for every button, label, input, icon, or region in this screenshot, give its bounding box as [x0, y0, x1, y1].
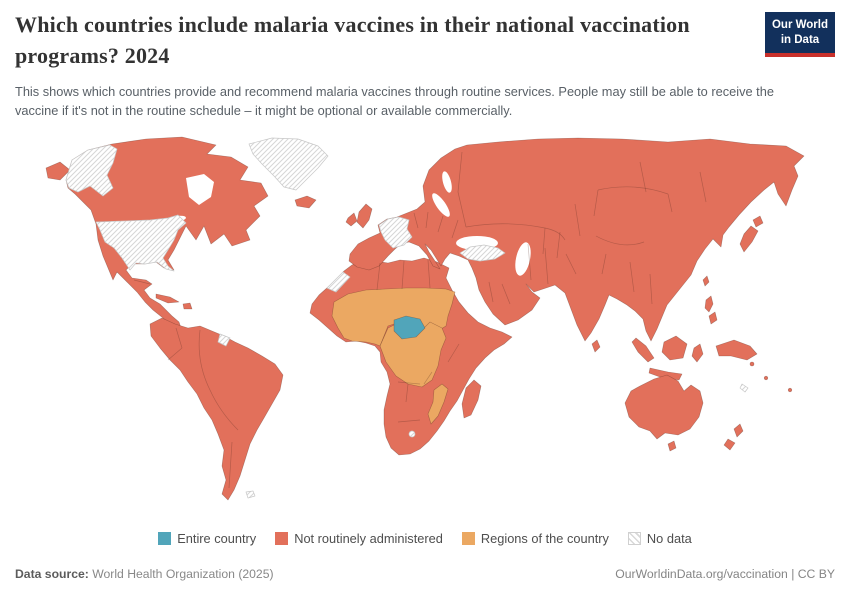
map-region-new-caledonia-no-data[interactable]	[739, 383, 749, 393]
legend-swatch-entire-country	[158, 532, 172, 545]
map-region-western-sahara-no-data[interactable]	[326, 271, 351, 293]
map-region-hispaniola[interactable]	[182, 302, 193, 310]
map-region-chukotka[interactable]	[45, 161, 71, 181]
map-region-australia[interactable]	[624, 374, 704, 440]
map-legend: Entire country Not routinely administere…	[0, 531, 850, 546]
map-region-madagascar[interactable]	[461, 379, 482, 419]
chart-footer: Data source: World Health Organization (…	[15, 567, 835, 581]
map-region-eurasia[interactable]	[348, 137, 805, 342]
hudson-bay	[186, 174, 214, 205]
map-region-taiwan[interactable]	[702, 275, 710, 287]
chart-title: Which countries include malaria vaccines…	[15, 12, 690, 68]
map-region-hokkaido[interactable]	[752, 215, 764, 228]
map-region-java[interactable]	[648, 367, 683, 381]
map-region-mozambique-regions[interactable]	[427, 383, 449, 425]
baltic-sea	[432, 193, 450, 217]
map-region-iceland[interactable]	[294, 195, 317, 209]
map-region-fiji[interactable]	[787, 387, 793, 393]
map-region-sulawesi[interactable]	[691, 343, 704, 363]
map-region-central-african-republic-entire[interactable]	[393, 315, 426, 340]
world-map	[0, 132, 850, 524]
owid-logo-line2: in Data	[780, 33, 820, 46]
chart-subtitle: This shows which countries provide and r…	[15, 83, 774, 118]
data-source: Data source: World Health Organization (…	[15, 567, 274, 581]
owid-logo-line1: Our World	[771, 19, 828, 31]
map-region-philippines[interactable]	[704, 295, 718, 325]
data-source-value: World Health Organization (2025)	[92, 567, 274, 581]
map-region-sri-lanka[interactable]	[591, 339, 601, 353]
owid-logo: Our World in Data	[765, 12, 835, 57]
legend-item-regions-of-country[interactable]: Regions of the country	[461, 531, 609, 546]
map-region-falkland-islands-no-data[interactable]	[245, 490, 256, 499]
map-region-french-guiana-no-data[interactable]	[217, 333, 231, 347]
legend-label-not-routinely-administered: Not routinely administered	[294, 531, 443, 546]
legend-item-entire-country[interactable]: Entire country	[158, 531, 256, 546]
country-borders	[133, 151, 707, 489]
gulf-of-bothnia	[442, 171, 452, 193]
legend-swatch-not-routinely-administered	[275, 532, 289, 545]
map-region-turkey-no-data[interactable]	[459, 244, 506, 262]
legend-label-regions-of-country: Regions of the country	[480, 531, 609, 546]
map-region-vanuatu[interactable]	[763, 375, 769, 381]
map-region-france-no-data[interactable]	[378, 216, 413, 249]
legend-label-no-data: No data	[646, 531, 692, 546]
legend-swatch-regions-of-country	[461, 532, 475, 545]
attribution-link[interactable]: OurWorldinData.org/vaccination | CC BY	[615, 567, 835, 581]
map-region-cuba[interactable]	[155, 293, 180, 304]
map-region-new-zealand[interactable]	[723, 423, 744, 451]
map-region-sumatra[interactable]	[631, 337, 655, 363]
map-region-alaska-no-data[interactable]	[65, 144, 118, 197]
map-region-japan[interactable]	[739, 225, 759, 253]
legend-item-no-data[interactable]: No data	[627, 531, 692, 546]
legend-item-not-routinely-administered[interactable]: Not routinely administered	[275, 531, 443, 546]
map-region-united-kingdom[interactable]	[356, 203, 373, 229]
map-region-ireland[interactable]	[345, 212, 358, 227]
map-region-tasmania[interactable]	[667, 440, 677, 452]
map-region-south-america[interactable]	[149, 317, 284, 501]
map-region-solomon-islands[interactable]	[749, 361, 755, 367]
legend-swatch-no-data	[627, 532, 641, 545]
chart-header: Which countries include malaria vaccines…	[15, 10, 835, 120]
map-region-borneo[interactable]	[661, 335, 688, 361]
legend-label-entire-country: Entire country	[177, 531, 257, 546]
map-region-usa-no-data[interactable]	[95, 214, 187, 272]
map-region-greenland-no-data[interactable]	[248, 137, 329, 191]
map-region-lesotho-no-data[interactable]	[408, 430, 416, 438]
data-source-label: Data source:	[15, 567, 89, 581]
caspian-sea	[515, 242, 531, 276]
map-region-new-guinea[interactable]	[715, 339, 758, 361]
